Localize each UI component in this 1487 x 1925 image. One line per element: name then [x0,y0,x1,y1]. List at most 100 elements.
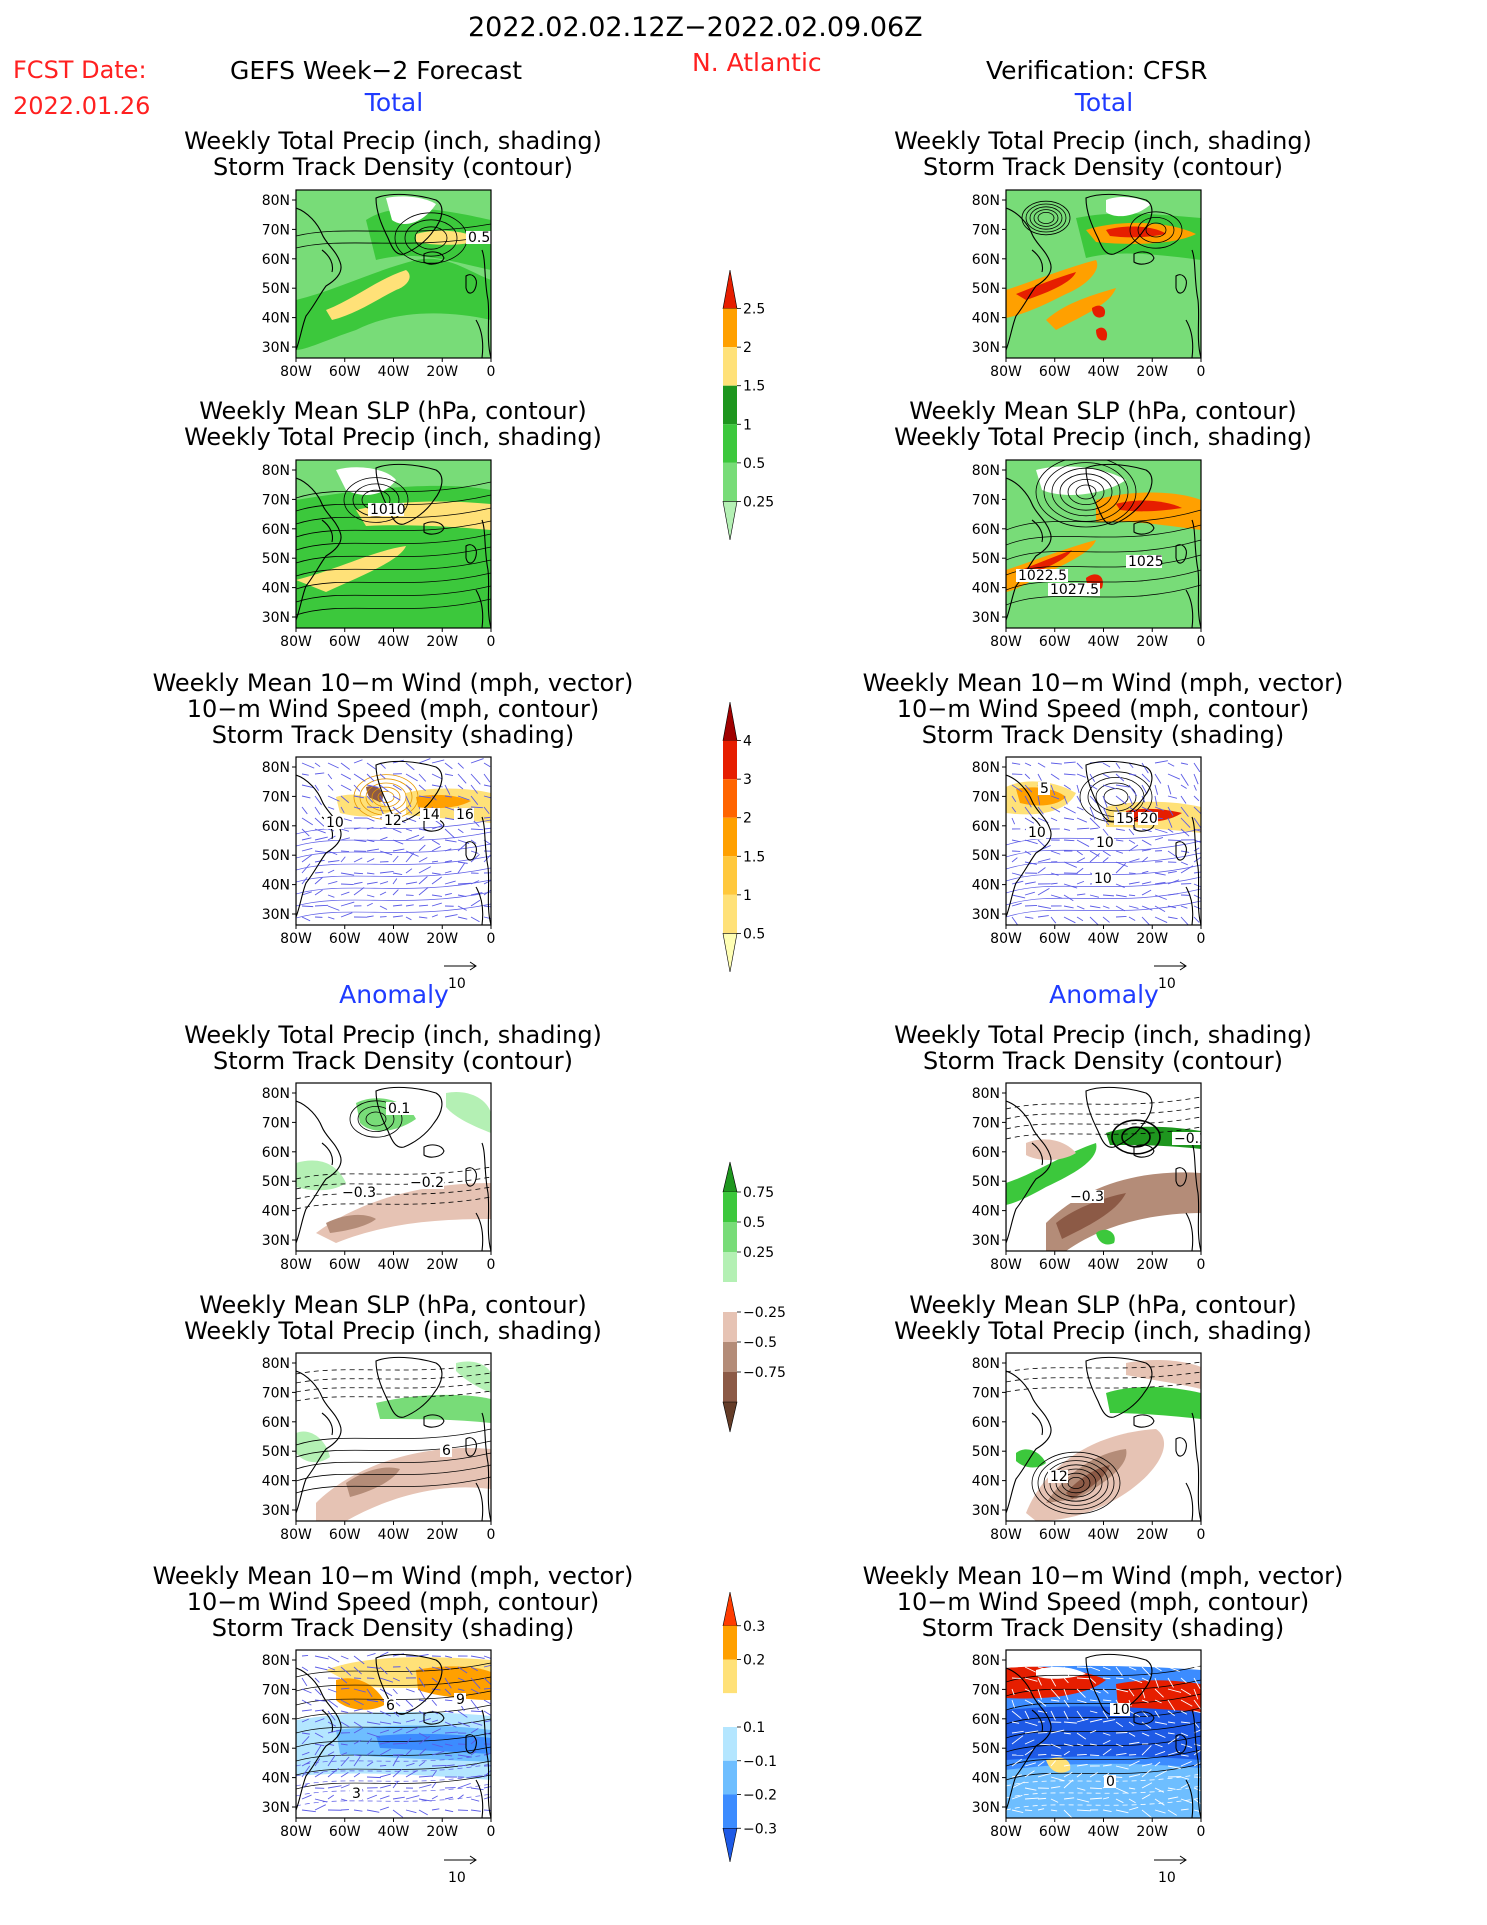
wind-vector [457,1794,464,1800]
wind-vector [431,1728,442,1734]
wind-vector [418,1732,428,1738]
wind-vector [418,916,428,919]
contour-line [1037,212,1055,224]
contour-line [365,1111,387,1127]
wind-vector [444,870,452,874]
lon-tick-label: 40W [378,1824,410,1840]
wind-vector [353,773,366,782]
wind-vector [1050,1710,1056,1721]
wind-vector [1063,1666,1070,1677]
wind-vector [1050,1786,1061,1789]
wind-vector [340,1798,348,1802]
wind-vector [1024,1797,1039,1800]
map-verification-slp-anomaly: 12 80N 70N 60N 50N 40N 30N 80W 60W 40W 20W 0 [972,1352,1205,1543]
wind-vector [314,904,329,907]
coastline [1031,1412,1044,1436]
wind-vector [1128,1806,1139,1811]
wind-vector [1076,1688,1086,1698]
lon-tick-label: 80W [280,1824,312,1840]
lat-tick-label: 60N [262,819,290,835]
contour-label-bg [408,1176,444,1189]
contour-line [296,1372,491,1384]
wind-vector [1167,916,1178,920]
wind-vector [1063,883,1078,889]
wind-vector [1063,828,1071,831]
wind-vector [444,860,453,863]
colorbar-cap [722,1401,738,1433]
wind-vector [1024,861,1037,865]
wind-vector [1141,1763,1153,1767]
wind-vector [1193,762,1201,773]
colorbar-swatch [723,1760,737,1795]
wind-vector [1011,894,1026,899]
wind-vector [1141,1688,1146,1699]
wind-vector [444,1796,453,1800]
contour-label: 10 [1112,1702,1130,1718]
wind-vector [340,1743,348,1746]
reference-arrow-head [469,961,477,971]
colorbar-swatch [723,1727,737,1761]
wind-vector [1102,894,1114,897]
wind-vector [379,1773,391,1778]
wind-vector [379,1806,389,1811]
coastline [375,1086,443,1148]
wind-vector [1167,773,1181,780]
lon-tick-label: 60W [1039,931,1071,947]
wind-vector [1128,1666,1137,1671]
wind-vector [301,863,311,874]
wind-vector [1154,1798,1165,1806]
contour-line [296,1464,491,1482]
wind-vector [1011,1730,1024,1734]
wind-vector [1076,880,1085,885]
wind-vector [483,854,491,863]
wind-vector [392,1721,402,1724]
lat-tick-label: 30N [972,1503,1000,1519]
wind-vector [457,1677,465,1682]
wind-vector [1167,1796,1179,1800]
wind-vector [1076,1743,1084,1747]
contour-line [296,235,491,249]
wind-vector [405,795,412,808]
coastline [375,1653,443,1715]
colorbar-swatch [723,1625,737,1660]
wind-vector [1167,784,1172,795]
wind-vector [405,1809,417,1814]
colorbar-swatch [723,779,737,818]
contour-line [296,533,491,551]
wind-vector [1050,1677,1057,1687]
wind-vector [314,1758,321,1767]
lon-tick-label: 0 [487,364,496,380]
shaded-region [1066,1465,1110,1499]
wind-vector [353,1756,361,1767]
wind-vector [431,1782,437,1789]
wind-vector [1128,1699,1132,1707]
contour-line [1006,828,1201,846]
lat-tick-label: 80N [972,1356,1000,1372]
lon-tick-label: 0 [1197,1824,1206,1840]
wind-vector [405,1795,420,1800]
lon-tick-label: 60W [329,1257,361,1273]
wind-vector [1128,1787,1136,1790]
wind-vector [314,889,323,896]
contour-line [296,1452,491,1470]
wind-vector [1141,839,1152,846]
contour-label: 10 [1028,825,1046,841]
wind-vector [301,817,314,826]
title-f-precip-anom: Weekly Total Precip (inch, shading) Storm… [184,1021,602,1075]
wind-vector [327,1794,334,1800]
wind-vector [340,828,350,832]
wind-vector [1011,1809,1024,1814]
wind-vector [1076,1699,1087,1704]
wind-vector [1128,894,1136,897]
wind-vector [1050,916,1057,924]
colorbar-label: −0.3 [743,1821,777,1837]
wind-vector [1102,1654,1111,1657]
colorbar-swatch [723,1312,737,1342]
contour-line [1006,509,1201,531]
wind-vector [1076,893,1086,896]
wind-vector [483,1688,491,1690]
wind-vector [340,856,346,863]
shaded-region [316,1183,491,1243]
wind-vector [1011,806,1017,813]
